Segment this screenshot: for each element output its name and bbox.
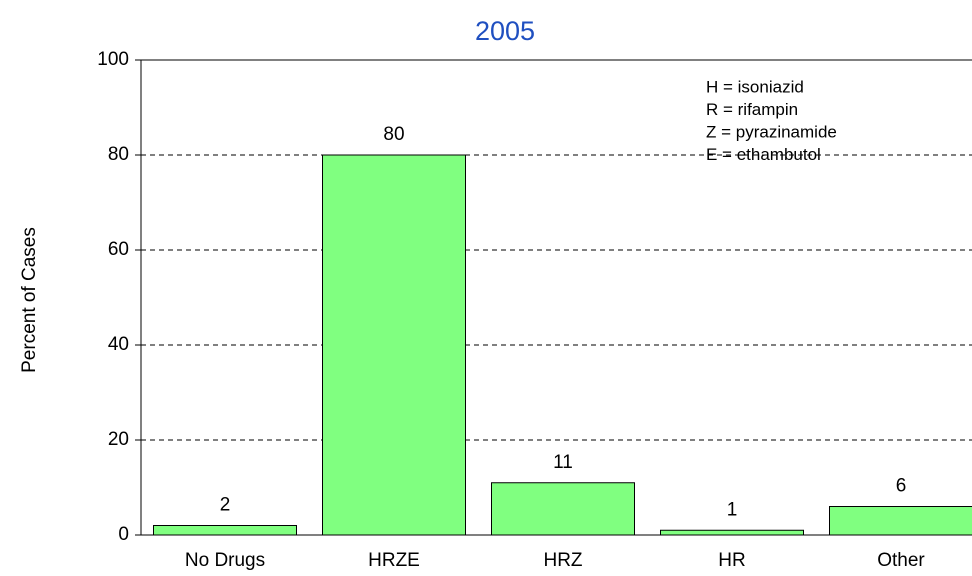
bar	[660, 529, 804, 536]
y-tick-label: 0	[118, 524, 129, 545]
y-tick-label: 80	[108, 144, 129, 165]
value-label: 80	[383, 124, 404, 145]
value-label: 2	[220, 495, 231, 516]
y-tick-label: 40	[108, 334, 129, 355]
chart-title: 2005	[475, 16, 535, 46]
annotation: Z = pyrazinamide	[706, 122, 837, 141]
x-tick-label: HR	[718, 550, 745, 571]
y-axis-label: Percent of Cases	[19, 227, 40, 373]
value-label: 6	[896, 476, 907, 497]
annotation: H = isoniazid	[706, 77, 804, 96]
x-tick-label: HRZ	[543, 550, 582, 571]
value-label: 1	[727, 499, 738, 520]
x-tick-label: Other	[877, 550, 925, 571]
value-label: 11	[553, 452, 573, 473]
bar	[153, 525, 297, 536]
y-tick-label: 60	[108, 239, 129, 260]
y-tick-label: 100	[97, 49, 129, 70]
annotation: R = rifampin	[706, 100, 798, 119]
bar	[322, 154, 466, 536]
bar	[491, 482, 635, 536]
annotation: E = ethambutol	[706, 145, 821, 164]
y-tick-label: 20	[108, 429, 129, 450]
bar	[829, 506, 972, 536]
x-tick-label: No Drugs	[185, 550, 265, 571]
x-tick-label: HRZE	[368, 550, 420, 571]
